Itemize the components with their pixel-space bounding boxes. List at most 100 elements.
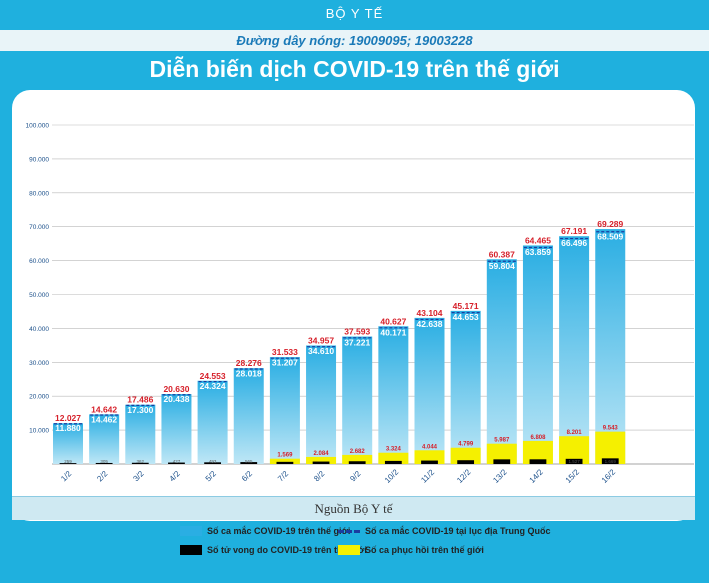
- x-tick-label: 13/2: [491, 467, 509, 485]
- bar-world-cases: [595, 229, 626, 464]
- legend-swatch-yellow: [338, 545, 360, 555]
- legend-swatch-black: [180, 545, 202, 555]
- bar-recovered: [450, 447, 481, 464]
- bar-world-cases: [125, 404, 156, 464]
- bar-world-cases: [53, 423, 83, 464]
- label-china-cases: 24.324: [200, 381, 226, 391]
- label-world-cases: 17.486: [127, 395, 153, 405]
- x-tick-label: 15/2: [564, 467, 582, 485]
- bar-recovered: [486, 443, 517, 464]
- page-title: Diễn biến dịch COVID-19 trên thế giới: [149, 56, 560, 82]
- bar-world-cases: [342, 336, 373, 464]
- label-china-cases: 40.171: [380, 327, 406, 337]
- bar-world-cases: [450, 310, 481, 464]
- legend-label: Số tử vong do COVID-19 trên thế giới: [207, 545, 367, 555]
- bar-world-cases: [378, 326, 409, 464]
- label-deaths: 565: [245, 459, 253, 464]
- bar-recovered: [342, 454, 373, 464]
- bar-world-cases: [233, 368, 264, 464]
- label-china-cases: 59.804: [489, 261, 515, 271]
- label-china-cases: 11.880: [55, 423, 81, 433]
- label-china-cases: 20.438: [163, 394, 189, 404]
- bar-deaths: [493, 459, 511, 464]
- label-recovered: 5.987: [494, 438, 510, 444]
- x-tick-label: 4/2: [168, 469, 183, 484]
- x-tick-label: 6/2: [240, 469, 255, 484]
- label-world-cases: 67.191: [561, 226, 587, 236]
- legend-dash-line: [338, 529, 360, 533]
- bar-recovered: [306, 456, 337, 464]
- label-world-cases: 40.627: [380, 316, 406, 326]
- bar-deaths: [457, 460, 475, 464]
- source-text: Nguồn Bộ Y tế: [314, 501, 393, 516]
- label-deaths: 1.527: [568, 459, 580, 464]
- label-world-cases: 43.104: [417, 308, 443, 318]
- bar-deaths: [240, 462, 258, 464]
- bar-recovered: [378, 452, 409, 464]
- x-tick-label: 1/2: [59, 469, 74, 484]
- x-tick-label: 11/2: [419, 467, 436, 484]
- y-tick-label: 50.000: [29, 292, 49, 299]
- bar-recovered: [522, 440, 553, 464]
- y-tick-label: 60.000: [29, 258, 49, 265]
- label-world-cases: 69.289: [597, 219, 623, 229]
- bar-deaths: [276, 461, 294, 464]
- label-china-cases: 17.300: [127, 405, 153, 415]
- chart-panel: 100.000 90.000 80.000 70.000 60.000 50.000 40.…: [12, 90, 695, 521]
- legend-label: Số ca mắc COVID-19 tại lục địa Trung Quố…: [365, 526, 551, 536]
- bar-world-cases: [269, 357, 300, 464]
- label-china-cases: 28.018: [236, 369, 262, 379]
- legend-deaths: Số tử vong do COVID-19 trên thế giới: [180, 543, 367, 557]
- legend-swatch-blue: [180, 526, 202, 536]
- x-tick-label: 5/2: [204, 469, 219, 484]
- label-china-cases: 66.496: [561, 238, 587, 248]
- bar-deaths: [601, 458, 619, 464]
- bar-deaths: [384, 460, 402, 464]
- label-recovered: 6.808: [530, 435, 546, 441]
- y-tick-label: 40.000: [29, 326, 49, 333]
- label-recovered: 9.543: [603, 426, 619, 432]
- org-name: BỘ Y TẾ: [325, 6, 384, 21]
- label-recovered: 3.324: [386, 447, 402, 453]
- legend-world-cases: Số ca mắc COVID-19 trên thế giới: [180, 524, 350, 538]
- x-tick-label: 10/2: [383, 467, 401, 485]
- label-recovered: 2.682: [350, 449, 366, 455]
- label-recovered: 1.569: [277, 453, 293, 459]
- source-bar: Nguồn Bộ Y tế: [12, 496, 695, 520]
- bar-deaths: [131, 462, 149, 464]
- bar-deaths: [204, 462, 221, 464]
- bar-deaths: [312, 461, 330, 464]
- bar-deaths: [168, 462, 185, 464]
- legend-label: Số ca phục hồi trên thế giới: [365, 545, 484, 555]
- hotline-text: Đường dây nóng: 19009095; 19003228: [236, 33, 473, 48]
- label-deaths: 362: [137, 459, 145, 464]
- label-deaths: 1.669: [605, 459, 617, 464]
- label-deaths: 259: [64, 459, 72, 464]
- y-tick-label: 100.000: [26, 123, 50, 130]
- label-world-cases: 37.593: [344, 327, 370, 337]
- label-world-cases: 34.957: [308, 335, 334, 345]
- bar-deaths: [529, 459, 547, 464]
- y-tick-label: 90.000: [29, 156, 49, 163]
- chart: 100.000 90.000 80.000 70.000 60.000 50.000 40.…: [26, 123, 694, 485]
- legend-label: Số ca mắc COVID-19 trên thế giới: [207, 526, 351, 536]
- x-tick-label: 3/2: [131, 469, 146, 484]
- label-world-cases: 45.171: [453, 301, 479, 311]
- label-world-cases: 24.553: [200, 371, 226, 381]
- label-world-cases: 31.533: [272, 347, 298, 357]
- bar-recovered: [269, 458, 300, 464]
- bar-deaths: [565, 458, 583, 464]
- y-tick-label: 30.000: [29, 360, 49, 367]
- label-china-cases: 14.462: [91, 414, 117, 424]
- x-tick-label: 7/2: [276, 469, 291, 484]
- label-world-cases: 28.276: [236, 358, 262, 368]
- bar-deaths: [421, 460, 438, 464]
- label-world-cases: 12.027: [55, 413, 81, 423]
- x-tick-label: 8/2: [312, 469, 327, 484]
- label-world-cases: 20.630: [163, 384, 189, 394]
- label-china-cases: 68.509: [597, 231, 623, 241]
- y-tick-label: 80.000: [29, 190, 49, 197]
- x-tick-label: 14/2: [527, 467, 545, 485]
- bar-world-cases: [486, 259, 517, 464]
- bar-deaths: [95, 462, 113, 464]
